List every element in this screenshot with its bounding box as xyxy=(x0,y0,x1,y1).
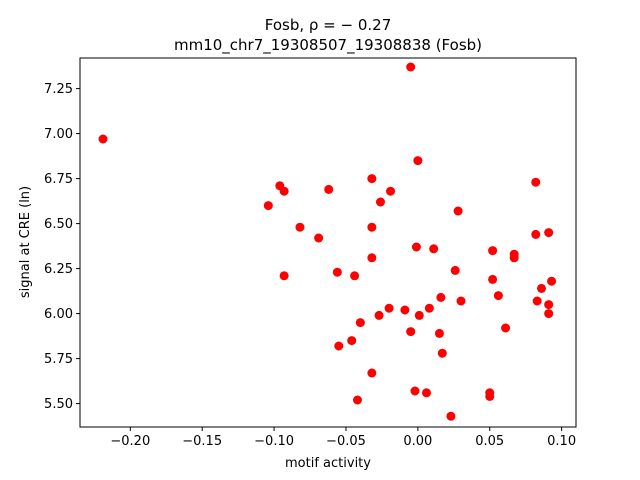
y-tick-label: 5.75 xyxy=(44,352,73,367)
y-tick-label: 6.50 xyxy=(44,217,73,232)
data-point xyxy=(509,253,519,263)
data-point xyxy=(350,271,360,281)
data-point xyxy=(279,186,289,196)
data-point xyxy=(314,233,324,243)
data-point xyxy=(352,395,362,405)
x-tick-label: −0.15 xyxy=(182,434,222,449)
data-point xyxy=(367,253,377,263)
data-point xyxy=(367,222,377,232)
data-point xyxy=(450,265,460,275)
data-point xyxy=(413,156,423,166)
data-point xyxy=(501,323,511,333)
y-tick-label: 6.25 xyxy=(44,262,73,277)
data-point xyxy=(332,267,342,277)
data-point xyxy=(279,271,289,281)
data-point xyxy=(347,336,357,346)
data-point xyxy=(531,177,541,187)
data-point xyxy=(367,174,377,184)
x-axis-label: motif activity xyxy=(285,456,371,471)
y-tick-label: 6.75 xyxy=(44,172,73,187)
data-point xyxy=(410,386,420,396)
data-point xyxy=(98,134,108,144)
data-point xyxy=(414,310,424,320)
chart-title-line-1: Fosb, ρ = − 0.27 xyxy=(265,16,392,34)
data-point xyxy=(544,228,554,238)
data-point xyxy=(446,411,456,421)
data-point xyxy=(544,309,554,319)
data-point xyxy=(544,300,554,310)
x-axis: −0.20 −0.15 −0.10 −0.05 0.00 0.05 0.10 xyxy=(110,427,576,449)
data-point xyxy=(436,292,446,302)
x-tick-label: 0.10 xyxy=(547,434,576,449)
data-point xyxy=(485,391,495,401)
data-point xyxy=(367,368,377,378)
data-point xyxy=(424,303,434,313)
data-points xyxy=(98,62,557,421)
data-point xyxy=(531,229,541,239)
data-point xyxy=(355,318,365,328)
x-tick-label: 0.05 xyxy=(475,434,504,449)
data-point xyxy=(374,310,384,320)
data-point xyxy=(421,388,431,398)
data-point xyxy=(493,291,503,301)
data-point xyxy=(437,348,447,358)
x-tick-label: −0.10 xyxy=(254,434,294,449)
chart-title-line-2: mm10_chr7_19308507_19308838 (Fosb) xyxy=(174,36,482,55)
data-point xyxy=(400,305,410,315)
plot-area-frame xyxy=(79,57,577,428)
data-point xyxy=(386,186,396,196)
y-tick-label: 7.25 xyxy=(44,82,73,97)
data-point xyxy=(324,184,334,194)
y-axis: 5.50 5.75 6.00 6.25 6.50 6.75 7.00 7.25 xyxy=(44,82,80,412)
data-point xyxy=(536,283,546,293)
data-point xyxy=(411,242,421,252)
data-point xyxy=(488,274,498,284)
data-point xyxy=(406,62,416,72)
data-point xyxy=(263,201,273,211)
y-tick-label: 6.00 xyxy=(44,307,73,322)
data-point xyxy=(456,296,466,306)
data-point xyxy=(488,246,498,256)
data-point xyxy=(429,244,439,254)
data-point xyxy=(532,296,542,306)
data-point xyxy=(434,328,444,338)
y-tick-label: 7.00 xyxy=(44,127,73,142)
y-axis-label: signal at CRE (ln) xyxy=(18,186,33,298)
data-point xyxy=(547,276,557,286)
x-tick-label: −0.20 xyxy=(110,434,150,449)
y-tick-label: 5.50 xyxy=(44,397,73,412)
data-point xyxy=(453,206,463,216)
data-point xyxy=(375,197,385,207)
data-point xyxy=(384,303,394,313)
data-point xyxy=(406,327,416,337)
x-tick-label: −0.05 xyxy=(326,434,366,449)
data-point xyxy=(295,222,305,232)
x-tick-label: 0.00 xyxy=(403,434,432,449)
data-point xyxy=(334,341,344,351)
